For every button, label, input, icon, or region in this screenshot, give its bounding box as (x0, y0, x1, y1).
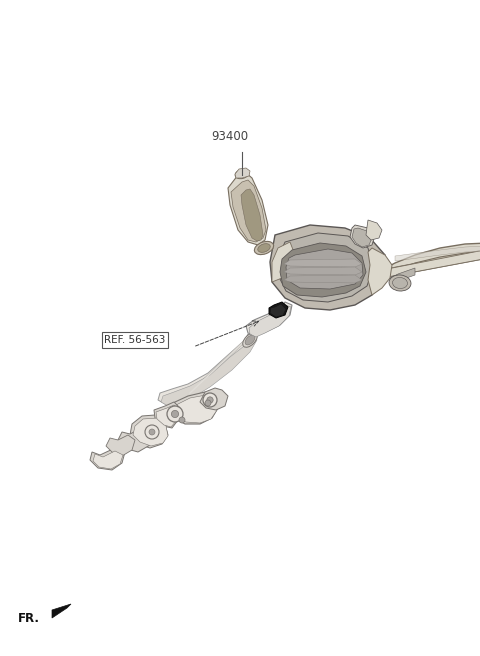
Polygon shape (284, 259, 362, 267)
Circle shape (203, 393, 217, 407)
Ellipse shape (258, 243, 270, 253)
Polygon shape (382, 243, 480, 270)
Ellipse shape (245, 335, 255, 345)
Circle shape (149, 429, 155, 435)
Ellipse shape (393, 277, 408, 289)
Polygon shape (133, 418, 168, 446)
Circle shape (167, 406, 183, 422)
Polygon shape (395, 246, 480, 261)
Polygon shape (90, 448, 125, 470)
Polygon shape (154, 402, 180, 428)
Polygon shape (249, 305, 291, 337)
Polygon shape (235, 168, 250, 178)
Polygon shape (52, 604, 71, 618)
Polygon shape (350, 225, 375, 248)
Circle shape (207, 397, 213, 403)
Ellipse shape (235, 169, 249, 178)
Polygon shape (390, 268, 415, 281)
Polygon shape (156, 405, 179, 427)
Polygon shape (241, 189, 263, 241)
Text: FR.: FR. (18, 611, 40, 625)
Polygon shape (228, 172, 268, 245)
Polygon shape (270, 304, 286, 317)
Polygon shape (272, 242, 295, 282)
Polygon shape (284, 267, 362, 275)
Text: 93400: 93400 (211, 130, 249, 143)
Polygon shape (106, 435, 135, 456)
Ellipse shape (254, 241, 274, 255)
Circle shape (179, 417, 185, 423)
Polygon shape (286, 249, 363, 289)
Polygon shape (368, 248, 392, 295)
Polygon shape (130, 415, 168, 448)
Polygon shape (170, 395, 217, 423)
Polygon shape (118, 428, 152, 452)
Ellipse shape (243, 333, 257, 347)
Text: REF. 56-563: REF. 56-563 (104, 335, 166, 345)
Polygon shape (168, 392, 218, 424)
Polygon shape (93, 451, 123, 469)
Polygon shape (278, 233, 373, 302)
Circle shape (171, 411, 179, 418)
Polygon shape (382, 252, 480, 278)
Polygon shape (231, 180, 266, 242)
Polygon shape (280, 243, 366, 297)
Polygon shape (366, 220, 382, 240)
Polygon shape (246, 302, 292, 336)
Circle shape (145, 425, 159, 439)
Polygon shape (200, 388, 228, 410)
Ellipse shape (389, 275, 411, 291)
Polygon shape (352, 228, 372, 247)
Polygon shape (382, 245, 480, 278)
Polygon shape (270, 225, 385, 310)
Circle shape (205, 400, 211, 406)
Polygon shape (269, 302, 288, 318)
Polygon shape (284, 275, 362, 283)
Polygon shape (161, 336, 257, 406)
Polygon shape (158, 334, 254, 404)
